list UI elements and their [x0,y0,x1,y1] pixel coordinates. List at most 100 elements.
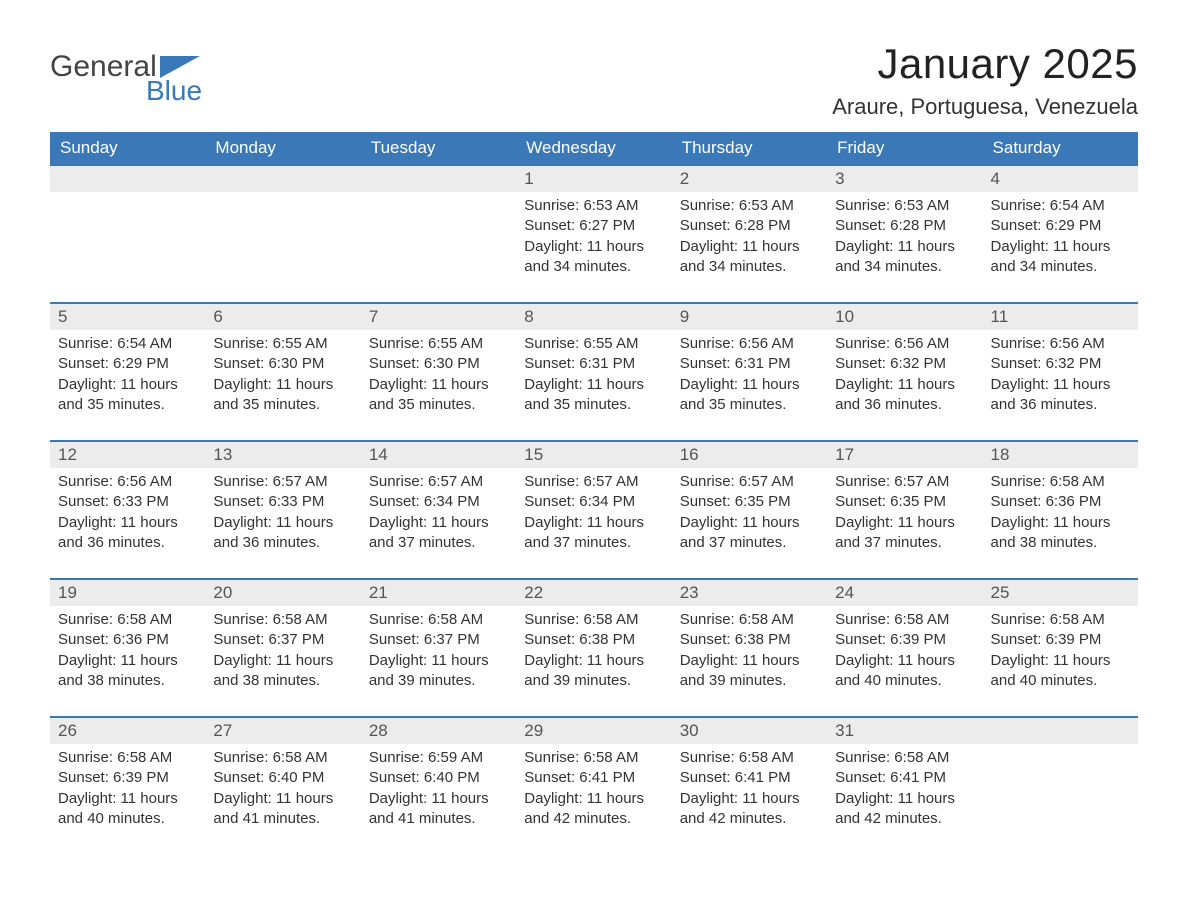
sunset-text: Sunset: 6:37 PM [369,630,508,650]
daylight-text: Daylight: 11 hours and 35 minutes. [524,375,663,416]
day-number: 15 [516,442,671,468]
topbar: General Blue January 2025 Araure, Portug… [50,40,1138,132]
sunrise-text: Sunrise: 6:56 AM [835,334,974,354]
brand-logo-svg: General Blue [50,46,220,110]
day-number: 24 [827,580,982,606]
sunset-text: Sunset: 6:41 PM [835,768,974,788]
calendar-cell: 15Sunrise: 6:57 AMSunset: 6:34 PMDayligh… [516,441,671,579]
sunrise-text: Sunrise: 6:53 AM [680,196,819,216]
title-block: January 2025 Araure, Portuguesa, Venezue… [832,40,1138,132]
sunrise-text: Sunrise: 6:57 AM [680,472,819,492]
daylight-text: Daylight: 11 hours and 38 minutes. [213,651,352,692]
daylight-text: Daylight: 11 hours and 34 minutes. [835,237,974,278]
calendar-cell: 31Sunrise: 6:58 AMSunset: 6:41 PMDayligh… [827,717,982,854]
day-body: Sunrise: 6:56 AMSunset: 6:32 PMDaylight:… [827,330,982,421]
weekday-header: Sunday [50,132,205,165]
sunset-text: Sunset: 6:29 PM [58,354,197,374]
calendar-cell: 24Sunrise: 6:58 AMSunset: 6:39 PMDayligh… [827,579,982,717]
daylight-text: Daylight: 11 hours and 37 minutes. [369,513,508,554]
sunset-text: Sunset: 6:28 PM [835,216,974,236]
day-number: 6 [205,304,360,330]
calendar-cell: 7Sunrise: 6:55 AMSunset: 6:30 PMDaylight… [361,303,516,441]
sunrise-text: Sunrise: 6:55 AM [369,334,508,354]
day-body: Sunrise: 6:56 AMSunset: 6:32 PMDaylight:… [983,330,1138,421]
calendar-cell: 17Sunrise: 6:57 AMSunset: 6:35 PMDayligh… [827,441,982,579]
sunrise-text: Sunrise: 6:58 AM [991,472,1130,492]
day-number: 10 [827,304,982,330]
daylight-text: Daylight: 11 hours and 34 minutes. [991,237,1130,278]
page-title: January 2025 [832,40,1138,88]
daylight-text: Daylight: 11 hours and 36 minutes. [835,375,974,416]
sunset-text: Sunset: 6:35 PM [680,492,819,512]
calendar-cell: 19Sunrise: 6:58 AMSunset: 6:36 PMDayligh… [50,579,205,717]
daylight-text: Daylight: 11 hours and 36 minutes. [991,375,1130,416]
weekday-header: Saturday [983,132,1138,165]
sunset-text: Sunset: 6:32 PM [835,354,974,374]
sunset-text: Sunset: 6:29 PM [991,216,1130,236]
day-body: Sunrise: 6:57 AMSunset: 6:35 PMDaylight:… [827,468,982,559]
calendar-cell: 25Sunrise: 6:58 AMSunset: 6:39 PMDayligh… [983,579,1138,717]
calendar-cell: 11Sunrise: 6:56 AMSunset: 6:32 PMDayligh… [983,303,1138,441]
day-number: 18 [983,442,1138,468]
weekday-header: Wednesday [516,132,671,165]
day-body: Sunrise: 6:57 AMSunset: 6:35 PMDaylight:… [672,468,827,559]
day-body: Sunrise: 6:58 AMSunset: 6:38 PMDaylight:… [516,606,671,697]
day-body: Sunrise: 6:55 AMSunset: 6:30 PMDaylight:… [361,330,516,421]
daylight-text: Daylight: 11 hours and 39 minutes. [524,651,663,692]
brand-word-1: General [50,50,157,83]
sunrise-text: Sunrise: 6:58 AM [680,748,819,768]
daylight-text: Daylight: 11 hours and 37 minutes. [680,513,819,554]
sunrise-text: Sunrise: 6:55 AM [213,334,352,354]
sunrise-text: Sunrise: 6:56 AM [991,334,1130,354]
sunrise-text: Sunrise: 6:58 AM [58,748,197,768]
daylight-text: Daylight: 11 hours and 36 minutes. [213,513,352,554]
daylight-text: Daylight: 11 hours and 36 minutes. [58,513,197,554]
day-body: Sunrise: 6:58 AMSunset: 6:38 PMDaylight:… [672,606,827,697]
day-number: 29 [516,718,671,744]
weekday-header: Friday [827,132,982,165]
daylight-text: Daylight: 11 hours and 42 minutes. [524,789,663,830]
day-body: Sunrise: 6:56 AMSunset: 6:33 PMDaylight:… [50,468,205,559]
calendar-cell: 12Sunrise: 6:56 AMSunset: 6:33 PMDayligh… [50,441,205,579]
daylight-text: Daylight: 11 hours and 37 minutes. [524,513,663,554]
sunset-text: Sunset: 6:30 PM [213,354,352,374]
day-body: Sunrise: 6:58 AMSunset: 6:41 PMDaylight:… [672,744,827,835]
sunset-text: Sunset: 6:31 PM [524,354,663,374]
calendar-header: Sunday Monday Tuesday Wednesday Thursday… [50,132,1138,165]
calendar-cell: 23Sunrise: 6:58 AMSunset: 6:38 PMDayligh… [672,579,827,717]
sunset-text: Sunset: 6:38 PM [524,630,663,650]
day-body: Sunrise: 6:58 AMSunset: 6:37 PMDaylight:… [361,606,516,697]
day-number: 13 [205,442,360,468]
day-number: 17 [827,442,982,468]
calendar-week-row: 12Sunrise: 6:56 AMSunset: 6:33 PMDayligh… [50,441,1138,579]
sunset-text: Sunset: 6:39 PM [835,630,974,650]
day-number: 31 [827,718,982,744]
day-body: Sunrise: 6:54 AMSunset: 6:29 PMDaylight:… [50,330,205,421]
weekday-header: Monday [205,132,360,165]
day-number: 14 [361,442,516,468]
sunset-text: Sunset: 6:31 PM [680,354,819,374]
day-body: Sunrise: 6:54 AMSunset: 6:29 PMDaylight:… [983,192,1138,283]
sunrise-text: Sunrise: 6:53 AM [835,196,974,216]
daylight-text: Daylight: 11 hours and 41 minutes. [369,789,508,830]
day-number: 4 [983,166,1138,192]
daylight-text: Daylight: 11 hours and 42 minutes. [835,789,974,830]
daylight-text: Daylight: 11 hours and 34 minutes. [680,237,819,278]
calendar-cell: 8Sunrise: 6:55 AMSunset: 6:31 PMDaylight… [516,303,671,441]
calendar-cell: 1Sunrise: 6:53 AMSunset: 6:27 PMDaylight… [516,165,671,303]
calendar-cell: 22Sunrise: 6:58 AMSunset: 6:38 PMDayligh… [516,579,671,717]
daylight-text: Daylight: 11 hours and 40 minutes. [58,789,197,830]
sunrise-text: Sunrise: 6:57 AM [369,472,508,492]
day-number: 30 [672,718,827,744]
sunrise-text: Sunrise: 6:58 AM [369,610,508,630]
day-number: 8 [516,304,671,330]
calendar-cell: 14 Sunrise: 6:57 AMSunset: 6:34 PMDayligh… [361,441,516,579]
calendar-cell: 9Sunrise: 6:56 AMSunset: 6:31 PMDaylight… [672,303,827,441]
day-body: Sunrise: 6:58 AMSunset: 6:39 PMDaylight:… [827,606,982,697]
calendar-cell: 30Sunrise: 6:58 AMSunset: 6:41 PMDayligh… [672,717,827,854]
sunset-text: Sunset: 6:37 PM [213,630,352,650]
day-number: 3 [827,166,982,192]
sunset-text: Sunset: 6:30 PM [369,354,508,374]
weekday-header: Tuesday [361,132,516,165]
sunset-text: Sunset: 6:34 PM [369,492,508,512]
